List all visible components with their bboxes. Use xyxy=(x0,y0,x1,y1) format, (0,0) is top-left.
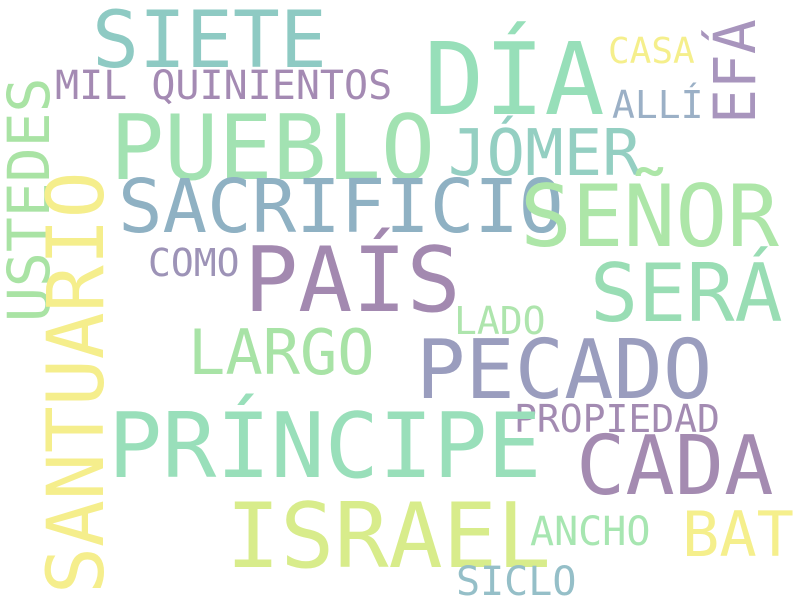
word-jomer: JÓMER xyxy=(448,117,641,191)
word-pais: PAÍS xyxy=(244,228,461,333)
word-ancho: ANCHO xyxy=(530,509,651,555)
word-largo: LARGO xyxy=(188,316,375,389)
word-siclo: SICLO xyxy=(456,559,577,600)
word-santuario: SANTUARIO xyxy=(32,171,122,594)
word-propiedad: PROPIEDAD xyxy=(514,397,720,441)
word-pueblo: PUEBLO xyxy=(110,96,436,201)
word-principe: PRÍNCIPE xyxy=(108,394,542,499)
word-efa: EFÁ xyxy=(701,19,769,124)
word-cada: CADA xyxy=(576,419,774,514)
word-dia: DÍA xyxy=(424,21,605,138)
word-lado: LADO xyxy=(454,299,546,343)
word-israel: ISRAEL xyxy=(226,484,552,589)
word-alli: ALLÍ xyxy=(612,83,704,127)
word-mil-quinientos: MIL QUINIENTOS xyxy=(55,63,393,109)
word-senor: SEÑOR xyxy=(520,167,779,267)
word-como: COMO xyxy=(148,241,240,285)
word-casa: CASA xyxy=(608,31,695,72)
word-sera: SERÁ xyxy=(590,247,783,340)
word-bat: BAT xyxy=(682,498,794,571)
word-sacrificio: SACRIFICIO xyxy=(118,164,564,250)
word-pecado: PECADO xyxy=(416,323,713,418)
word-siete: SIETE xyxy=(92,0,327,86)
